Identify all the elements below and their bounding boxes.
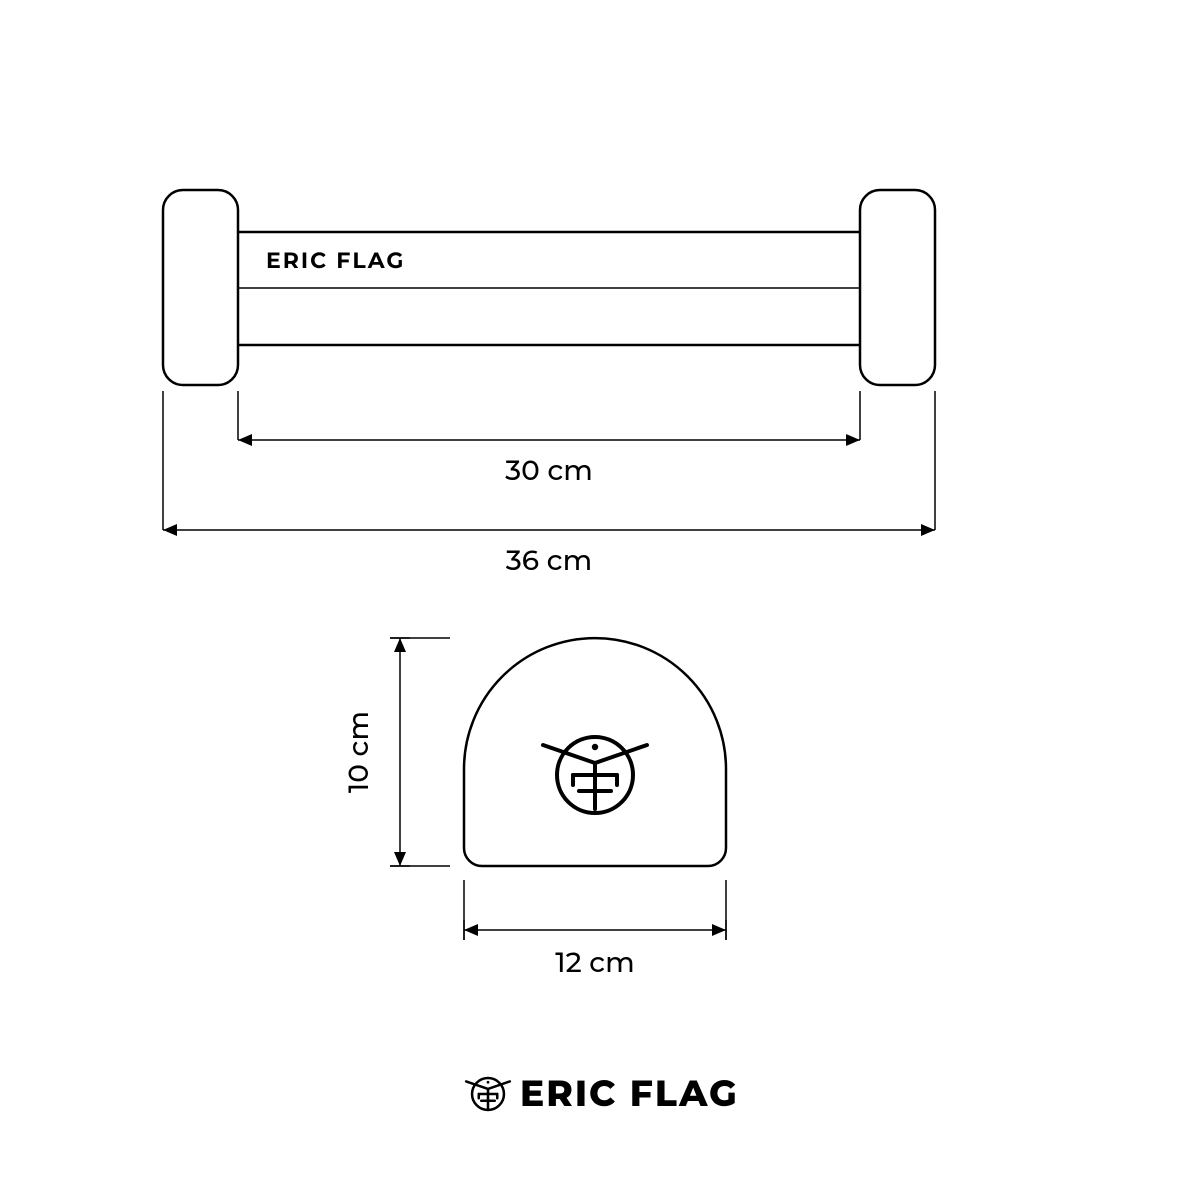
dim-outer-label: 36 cm — [506, 544, 592, 578]
dim-width-label: 12 cm — [555, 946, 635, 980]
end-cap-profile — [464, 638, 726, 866]
dim-inner-label: 30 cm — [505, 454, 593, 488]
dim-height-label: 10 cm — [342, 711, 376, 793]
end-cap-right — [860, 190, 935, 385]
brand-logo-icon — [543, 737, 647, 813]
bar-brand-label: ERIC FLAG — [266, 247, 405, 274]
footer-logo-icon — [466, 1078, 510, 1110]
footer-brand-label: ERIC FLAG — [520, 1072, 739, 1116]
end-cap-left — [163, 190, 238, 385]
